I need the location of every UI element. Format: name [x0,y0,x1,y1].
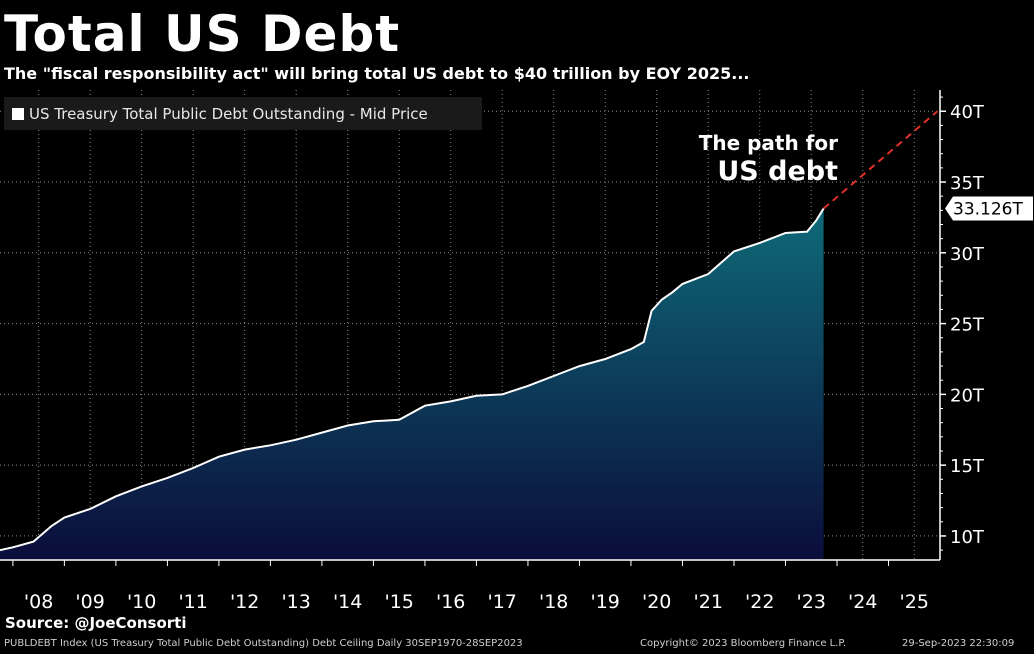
debt-area [0,208,824,560]
x-tick-label: '18 [539,591,568,613]
x-tick-label: '08 [24,591,53,613]
y-tick-label: 35T [950,173,985,194]
last-value-label: 33.126T [953,200,1023,220]
chart-title: Total US Debt [4,5,401,63]
x-tick-label: '19 [591,591,620,613]
x-tick-label: '12 [230,591,259,613]
x-tick-label: '17 [487,591,516,613]
projection-line [822,110,939,210]
x-tick-label: '14 [333,591,362,613]
y-tick-label: 20T [950,385,985,406]
x-tick-label: '24 [848,591,877,613]
x-tick-label: '15 [384,591,413,613]
x-tick-label: '20 [642,591,671,613]
x-tick-label: '13 [281,591,310,613]
x-tick-label: '09 [75,591,104,613]
annotation-line1: The path for [698,131,838,155]
path-annotation: The path for US debt [699,130,838,188]
y-tick-label: 10T [950,527,985,548]
y-tick-label: 15T [950,456,985,477]
x-tick-label: '23 [797,591,826,613]
x-tick-label: '22 [745,591,774,613]
legend: US Treasury Total Public Debt Outstandin… [4,97,482,130]
debt-line [0,207,825,552]
y-tick-label: 40T [950,102,985,123]
x-tick-label: '16 [436,591,465,613]
source-credit: Source: @JoeConsorti [5,614,187,632]
legend-label: US Treasury Total Public Debt Outstandin… [29,104,428,123]
x-tick-label: '10 [127,591,156,613]
x-tick-label: '11 [178,591,207,613]
y-tick-label: 25T [950,315,985,336]
x-tick-label: '25 [900,591,929,613]
annotation-line2: US debt [717,156,838,187]
footer-copyright: Copyright© 2023 Bloomberg Finance L.P. [640,638,847,649]
legend-swatch [12,107,24,120]
chart-subtitle: The "fiscal responsibility act" will bri… [4,64,750,83]
footer-index-info: PUBLDEBT Index (US Treasury Total Public… [4,638,523,649]
y-tick-label: 30T [950,244,985,265]
x-tick-label: '21 [694,591,723,613]
last-value-marker: 33.126T [945,196,1033,221]
tick-labels: 10T 15T 20T 25T 30T 35T 40T '08 '09 '10 '11 '12 '13 '… [12,96,985,613]
footer-timestamp: 29-Sep-2023 22:30:09 [902,638,1015,649]
